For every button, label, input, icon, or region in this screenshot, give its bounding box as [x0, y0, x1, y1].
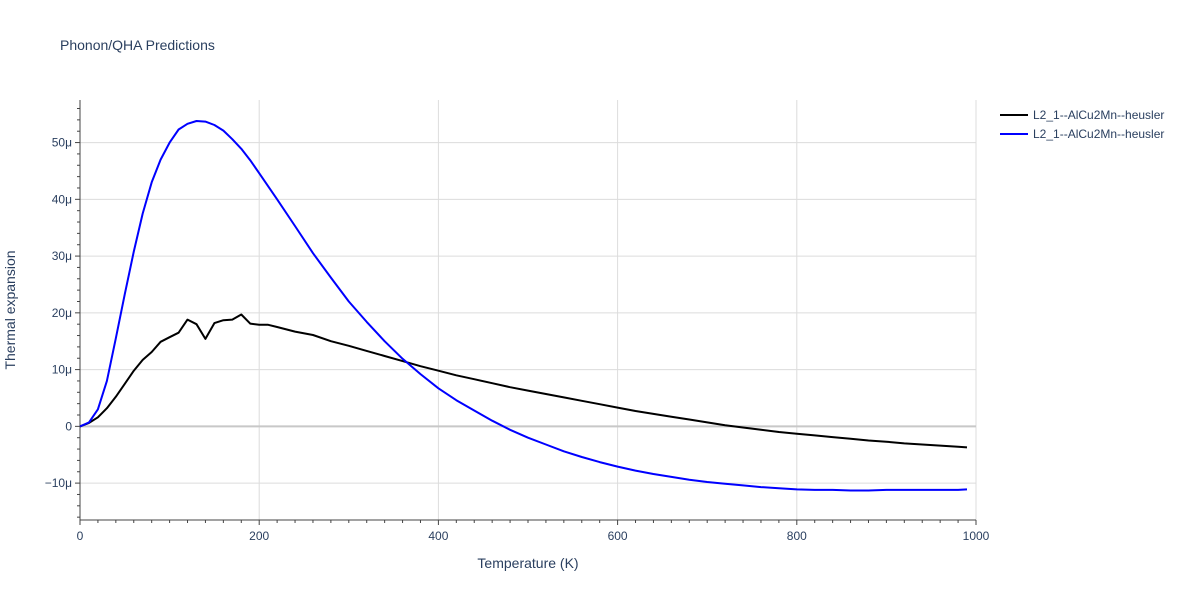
- grid-lines: [80, 100, 977, 520]
- tick-labels: 0 200 400 600 800 1000 −10μ 0 10μ 20μ 30μ 40μ 50μ: [45, 136, 990, 543]
- x-tick-label: 600: [608, 529, 628, 543]
- y-tick-label: 50μ: [52, 136, 72, 150]
- y-tick-label: 10μ: [52, 363, 72, 377]
- series-lines: [79, 120, 968, 492]
- y-tick-label: 20μ: [52, 306, 72, 320]
- series-line-0: [79, 313, 968, 449]
- legend[interactable]: L2_1--AlCu2Mn--heusler L2_1--AlCu2Mn--he…: [1000, 108, 1164, 141]
- x-tick-label: 1000: [963, 529, 990, 543]
- series-line-1: [79, 120, 968, 492]
- x-tick-label: 0: [77, 529, 84, 543]
- y-tick-label: 30μ: [52, 249, 72, 263]
- legend-item[interactable]: L2_1--AlCu2Mn--heusler: [1000, 108, 1164, 122]
- chart-title: Phonon/QHA Predictions: [60, 37, 215, 53]
- legend-label: L2_1--AlCu2Mn--heusler: [1033, 108, 1164, 122]
- legend-item[interactable]: L2_1--AlCu2Mn--heusler: [1000, 127, 1164, 141]
- y-tick-label: −10μ: [45, 476, 72, 490]
- x-tick-label: 200: [249, 529, 269, 543]
- x-tick-label: 400: [428, 529, 448, 543]
- y-tick-label: 0: [65, 419, 72, 433]
- y-tick-label: 40μ: [52, 192, 72, 206]
- x-axis-title: Temperature (K): [477, 555, 578, 571]
- axes: [75, 100, 977, 525]
- y-axis-title: Thermal expansion: [2, 250, 18, 369]
- x-tick-label: 800: [787, 529, 807, 543]
- legend-label: L2_1--AlCu2Mn--heusler: [1033, 127, 1164, 141]
